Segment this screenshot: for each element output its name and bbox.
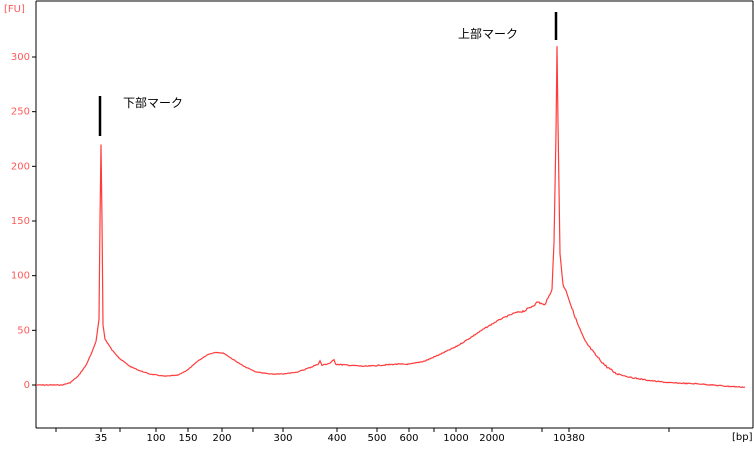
electropherogram-trace — [36, 46, 746, 389]
x-tick-label-150: 150 — [178, 433, 197, 444]
x-tick-label-500: 500 — [367, 433, 386, 444]
annotations: 下部マーク 上部マーク — [98, 12, 558, 136]
y-tick-label-50: 50 — [17, 325, 30, 336]
lower-marker-label: 下部マーク — [123, 95, 183, 110]
x-tick-label-35: 35 — [95, 433, 108, 444]
x-unit-label: [bp] — [732, 432, 753, 443]
y-tick-label-300: 300 — [11, 52, 30, 63]
y-tick-label-0: 0 — [24, 380, 30, 391]
x-ticks: 35 100 150 200 300 400 500 600 1000 2000 10380 — [55, 428, 670, 444]
y-tick-label-150: 150 — [11, 216, 30, 227]
y-unit-label: [FU] — [4, 4, 25, 15]
y-tick-label-250: 250 — [11, 107, 30, 118]
x-tick-label-1000: 1000 — [443, 433, 468, 444]
y-tick-label-200: 200 — [11, 161, 30, 172]
x-tick-label-100: 100 — [146, 433, 165, 444]
x-tick-label-600: 600 — [399, 433, 418, 444]
x-tick-label-200: 200 — [212, 433, 231, 444]
y-tick-label-100: 100 — [11, 271, 30, 282]
x-tick-label-10380: 10380 — [553, 433, 585, 444]
x-tick-label-400: 400 — [327, 433, 346, 444]
upper-marker-label: 上部マーク — [458, 26, 518, 41]
x-tick-label-2000: 2000 — [479, 433, 504, 444]
x-tick-label-300: 300 — [273, 433, 292, 444]
y-ticks: 0 50 100 150 200 250 300 — [11, 52, 36, 391]
trace-layer — [36, 46, 746, 389]
